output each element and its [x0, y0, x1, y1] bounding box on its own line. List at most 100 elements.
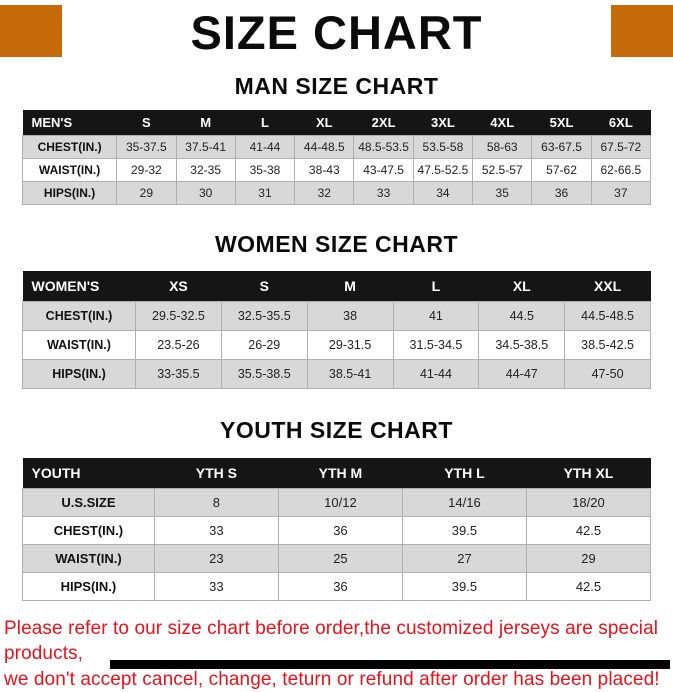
size-value-cell: 35.5-38.5 — [220, 359, 308, 390]
table-header-row: WOMEN'S XS S M L XL XXL — [22, 271, 651, 302]
size-value-cell: 30 — [175, 181, 236, 206]
size-value-cell: 38 — [306, 301, 394, 332]
table-row: HIPS(IN.) 29 30 31 32 33 34 35 36 37 — [21, 181, 652, 206]
size-value-cell: 29 — [525, 544, 652, 574]
size-column-header: XL — [478, 271, 565, 302]
top-left-accent-block — [0, 5, 62, 57]
women-size-table: WOMEN'S XS S M L XL XXL CHEST(IN.) 29.5-32.5 32.5… — [21, 271, 651, 390]
women-section-heading: WOMEN SIZE CHART — [214, 231, 459, 258]
size-value-cell: 18/20 — [525, 488, 652, 518]
table-row: WAIST(IN.) 23 25 27 29 — [22, 544, 652, 574]
table-title-cell: MEN'S — [22, 110, 117, 136]
size-value-cell: 37.5-41 — [175, 135, 236, 160]
size-value-cell: 41-44 — [234, 135, 296, 160]
size-value-cell: 57-62 — [531, 158, 592, 183]
size-value-cell: 33 — [353, 181, 414, 206]
size-column-header: L — [235, 110, 295, 136]
size-value-cell: 36 — [277, 572, 403, 602]
table-title-cell: WOMEN'S — [22, 271, 136, 302]
size-value-cell: 44.5 — [478, 301, 566, 332]
table-row: HIPS(IN.) 33-35.5 35.5-38.5 38.5-41 41-44 44-… — [21, 359, 651, 390]
row-label: WAIST(IN.) — [21, 158, 118, 183]
size-column-header: L — [393, 271, 479, 302]
size-value-cell: 32.5-35.5 — [220, 301, 308, 332]
size-column-header: YTH XL — [526, 458, 651, 489]
table-row: U.S.SIZE 8 10/12 14/16 18/20 — [22, 488, 652, 518]
size-value-cell: 48.5-53.5 — [353, 135, 414, 160]
size-value-cell: 33 — [153, 516, 279, 546]
footer-note-line2: we don't accept cancel, change, teturn o… — [4, 668, 660, 690]
row-label: CHEST(IN.) — [21, 301, 137, 332]
size-value-cell: 62-66.5 — [590, 158, 652, 183]
size-column-header: 4XL — [472, 110, 532, 136]
size-value-cell: 44-48.5 — [294, 135, 355, 160]
size-value-cell: 47.5-52.5 — [412, 158, 474, 183]
size-value-cell: 42.5 — [525, 572, 652, 602]
youth-size-table: YOUTH YTH S YTH M YTH L YTH XL U.S.SIZE 8 10/12… — [22, 458, 652, 602]
table-row: CHEST(IN.) 29.5-32.5 32.5-35.5 38 41 44.5 44.5… — [21, 301, 651, 332]
size-value-cell: 26-29 — [220, 330, 308, 361]
size-value-cell: 43-47.5 — [353, 158, 414, 183]
table-row: CHEST(IN.) 35-37.5 37.5-41 41-44 44-48.5 48.5… — [21, 135, 652, 160]
table-row: HIPS(IN.) 33 36 39.5 42.5 — [22, 572, 652, 602]
size-column-header: 5XL — [531, 110, 592, 136]
size-value-cell: 38-43 — [294, 158, 355, 183]
size-value-cell: 39.5 — [401, 572, 527, 602]
youth-section-heading: YOUTH SIZE CHART — [220, 417, 453, 444]
man-size-table: MEN'S S M L XL 2XL 3XL 4XL 5XL 6XL CHEST(IN.) 35-37… — [21, 110, 652, 206]
size-value-cell: 27 — [401, 544, 527, 574]
row-label: WAIST(IN.) — [21, 330, 137, 361]
row-label: HIPS(IN.) — [21, 359, 137, 390]
size-value-cell: 58-63 — [472, 135, 533, 160]
size-value-cell: 8 — [153, 488, 279, 518]
size-value-cell: 31.5-34.5 — [392, 330, 480, 361]
size-value-cell: 33-35.5 — [135, 359, 222, 390]
size-value-cell: 32-35 — [175, 158, 236, 183]
table-row: WAIST(IN.) 23.5-26 26-29 29-31.5 31.5-34.5 34… — [21, 330, 651, 361]
footer-note-line1: Please refer to our size chart before or… — [4, 618, 659, 665]
size-value-cell: 35-38 — [234, 158, 296, 183]
table-row: WAIST(IN.) 29-32 32-35 35-38 38-43 43-47.5 47.… — [21, 158, 652, 183]
row-label: WAIST(IN.) — [22, 544, 155, 574]
size-value-cell: 23 — [153, 544, 279, 574]
size-column-header: YTH L — [402, 458, 527, 489]
size-value-cell: 34 — [412, 181, 474, 206]
table-title-cell: YOUTH — [22, 458, 155, 489]
size-value-cell: 63-67.5 — [531, 135, 592, 160]
size-value-cell: 29 — [116, 181, 177, 206]
size-value-cell: 34.5-38.5 — [478, 330, 566, 361]
size-column-header: YTH M — [278, 458, 403, 489]
size-value-cell: 52.5-57 — [472, 158, 533, 183]
size-column-header: YTH S — [154, 458, 279, 489]
top-right-accent-block — [611, 5, 673, 57]
size-value-cell: 36 — [277, 516, 403, 546]
size-value-cell: 38.5-41 — [306, 359, 394, 390]
women-size-chart-section: WOMEN SIZE CHART WOMEN'S XS S M L XL XXL CHEST(… — [0, 231, 673, 390]
footer-note: Please refer to our size chart before or… — [4, 616, 669, 691]
size-value-cell: 41 — [392, 301, 480, 332]
man-section-heading: MAN SIZE CHART — [234, 73, 439, 100]
size-column-header: 3XL — [413, 110, 473, 136]
row-label: HIPS(IN.) — [22, 572, 155, 602]
size-value-cell: 23.5-26 — [135, 330, 222, 361]
row-label: CHEST(IN.) — [22, 516, 155, 546]
bottom-black-strip — [110, 660, 670, 669]
table-header-row: MEN'S S M L XL 2XL 3XL 4XL 5XL 6XL — [22, 110, 651, 136]
row-label: CHEST(IN.) — [21, 135, 118, 160]
size-value-cell: 35-37.5 — [116, 135, 177, 160]
size-column-header: XS — [135, 271, 222, 302]
size-column-header: S — [116, 110, 176, 136]
size-column-header: 6XL — [591, 110, 651, 136]
size-value-cell: 44-47 — [478, 359, 566, 390]
size-value-cell: 35 — [472, 181, 533, 206]
size-value-cell: 42.5 — [525, 516, 652, 546]
size-value-cell: 31 — [234, 181, 296, 206]
table-row: CHEST(IN.) 33 36 39.5 42.5 — [22, 516, 652, 546]
size-value-cell: 41-44 — [392, 359, 480, 390]
size-value-cell: 47-50 — [564, 359, 651, 390]
row-label: HIPS(IN.) — [21, 181, 118, 206]
size-value-cell: 39.5 — [401, 516, 527, 546]
size-column-header: M — [307, 271, 394, 302]
size-value-cell: 67.5-72 — [590, 135, 652, 160]
page-title: SIZE CHART — [190, 6, 483, 59]
